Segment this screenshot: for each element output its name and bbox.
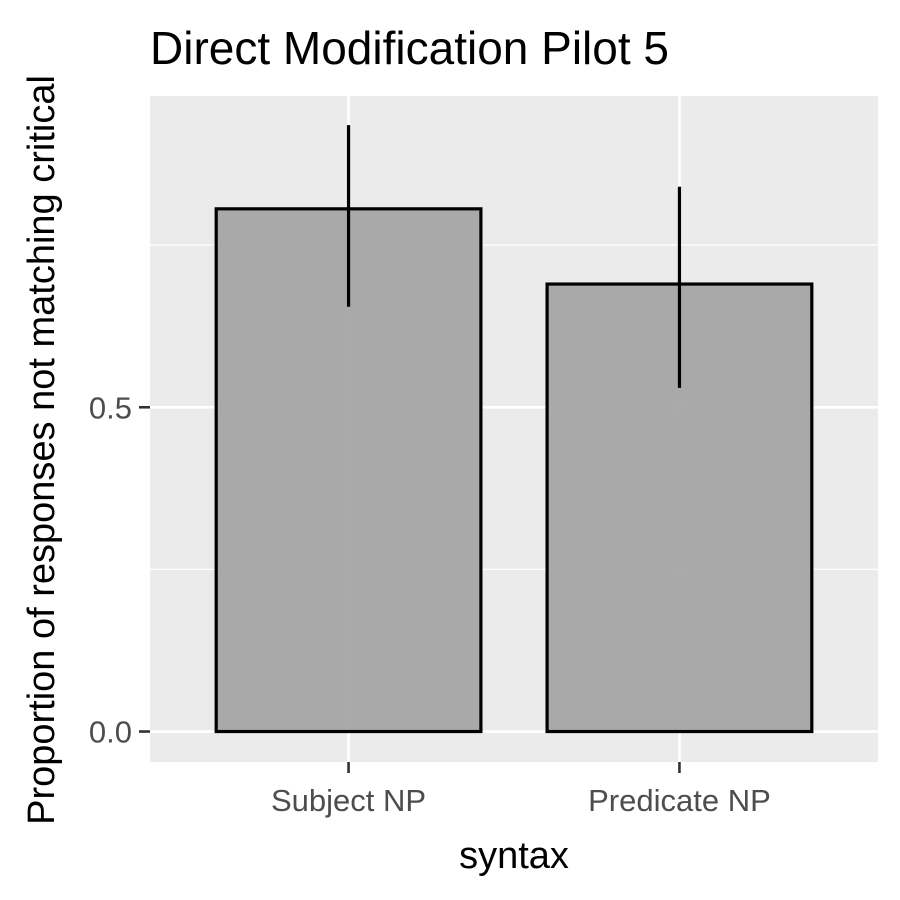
y-tick-label: 0.5: [89, 390, 132, 425]
y-axis-title: Proportion of responses not matching cri…: [21, 75, 63, 825]
y-tick-label: 0.0: [89, 715, 132, 750]
x-axis: Subject NP Predicate NP: [271, 762, 771, 818]
x-axis-title: syntax: [459, 835, 569, 877]
x-tick-label: Subject NP: [271, 783, 426, 818]
chart-title: Direct Modification Pilot 5: [150, 22, 669, 74]
x-tick-label: Predicate NP: [588, 783, 771, 818]
error-bars: [346, 125, 682, 388]
y-axis: 0.0 0.5: [89, 390, 150, 750]
